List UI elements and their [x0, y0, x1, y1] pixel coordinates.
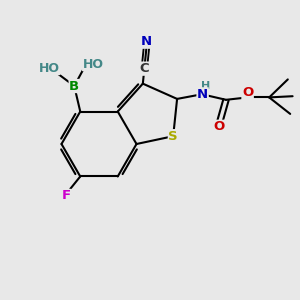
Text: H: H	[201, 81, 210, 91]
Text: N: N	[197, 88, 208, 101]
Text: B: B	[69, 80, 79, 92]
Text: HO: HO	[83, 58, 104, 70]
Text: HO: HO	[39, 61, 60, 74]
Text: C: C	[140, 62, 149, 75]
Text: F: F	[62, 190, 71, 202]
Text: O: O	[214, 120, 225, 133]
Text: N: N	[141, 35, 152, 48]
Text: O: O	[242, 86, 253, 99]
Text: S: S	[168, 130, 178, 143]
